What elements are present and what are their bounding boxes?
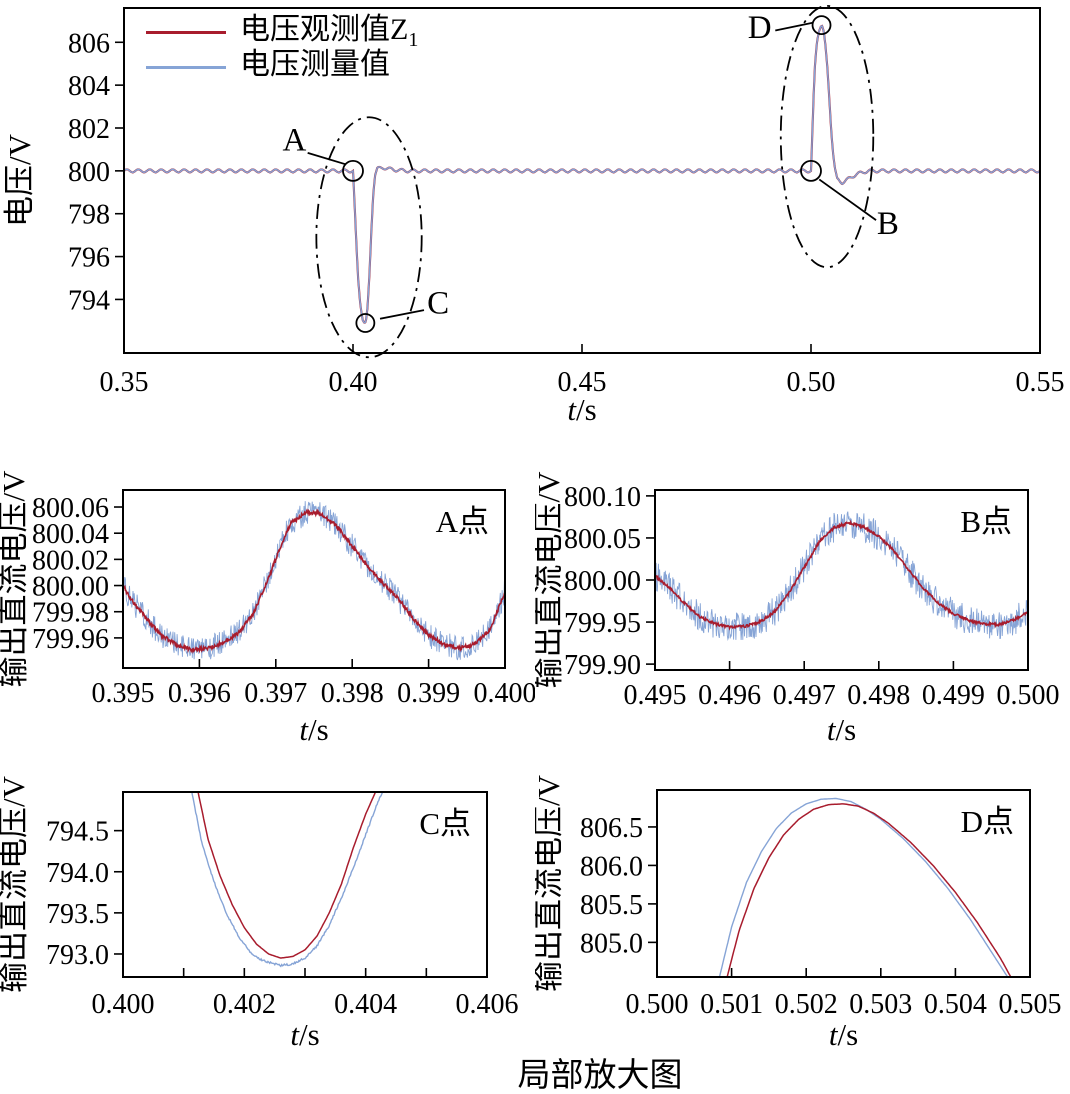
svg-text:0.500: 0.500 <box>626 989 689 1020</box>
svg-text:800.05: 800.05 <box>564 524 641 555</box>
svg-text:0.495: 0.495 <box>624 680 687 711</box>
svg-text:806.5: 806.5 <box>580 813 643 844</box>
svg-text:0.398: 0.398 <box>321 678 384 709</box>
svg-text:800: 800 <box>68 157 110 188</box>
svg-text:806.0: 806.0 <box>580 851 643 882</box>
svg-text:t/s: t/s <box>299 712 328 747</box>
svg-text:0.396: 0.396 <box>168 678 231 709</box>
svg-text:0.45: 0.45 <box>558 367 607 398</box>
main-voltage-chart: 0.35 0.40 0.45 0.50 0.55 794 796 798 800 802 804 80… <box>2 4 1065 427</box>
legend-line-measured-swatch <box>146 66 226 69</box>
svg-text:806: 806 <box>68 28 110 59</box>
svg-text:0.55: 0.55 <box>1016 367 1065 398</box>
svg-text:0.504: 0.504 <box>924 989 987 1020</box>
svg-text:0.505: 0.505 <box>999 989 1062 1020</box>
svg-text:输出直流电压/V: 输出直流电压/V <box>535 774 566 992</box>
svg-text:t/s: t/s <box>829 1017 858 1052</box>
svg-text:0.500: 0.500 <box>997 680 1060 711</box>
svg-text:799.95: 799.95 <box>564 608 641 639</box>
svg-text:800.02: 800.02 <box>32 545 109 576</box>
svg-text:805.5: 805.5 <box>580 890 643 921</box>
svg-text:0.503: 0.503 <box>849 989 912 1020</box>
svg-text:798: 798 <box>68 200 110 231</box>
svg-text:0.501: 0.501 <box>700 989 763 1020</box>
svg-text:0.402: 0.402 <box>213 989 276 1020</box>
svg-text:800.06: 800.06 <box>32 493 109 524</box>
svg-text:805.0: 805.0 <box>580 928 643 959</box>
svg-text:804: 804 <box>68 71 110 102</box>
svg-text:0.498: 0.498 <box>847 680 910 711</box>
svg-text:D: D <box>748 10 772 46</box>
svg-text:t/s: t/s <box>290 1017 319 1052</box>
zoom-chart-point-d: 0.500 0.501 0.502 0.503 0.504 0.505 805.0 805.5… <box>535 774 1062 1052</box>
svg-text:电压/V: 电压/V <box>2 133 37 227</box>
svg-text:799.90: 799.90 <box>564 650 641 681</box>
svg-text:C点: C点 <box>419 806 471 841</box>
svg-text:0.404: 0.404 <box>334 989 397 1020</box>
svg-text:0.35: 0.35 <box>100 367 149 398</box>
svg-text:793.0: 793.0 <box>46 940 109 971</box>
svg-text:C: C <box>427 285 449 321</box>
svg-text:t/s: t/s <box>827 712 856 747</box>
svg-text:B点: B点 <box>960 504 1012 539</box>
svg-text:799.98: 799.98 <box>32 598 109 629</box>
svg-text:794.5: 794.5 <box>46 817 109 848</box>
svg-text:B: B <box>877 206 899 242</box>
svg-text:输出直流电压/V: 输出直流电压/V <box>535 471 566 689</box>
legend-item-observed: 电压观测值Z1 <box>146 13 419 51</box>
svg-text:0.497: 0.497 <box>773 680 836 711</box>
svg-text:800.04: 800.04 <box>32 519 109 550</box>
svg-text:796: 796 <box>68 243 110 274</box>
svg-text:输出直流电压/V: 输出直流电压/V <box>0 775 31 993</box>
svg-text:0.395: 0.395 <box>92 678 155 709</box>
legend-label-observed: 电压观测值Z1 <box>240 13 419 51</box>
zoom-chart-point-a: 0.395 0.396 0.397 0.398 0.399 0.400 799.96799.… <box>0 470 536 747</box>
svg-text:0.502: 0.502 <box>775 989 838 1020</box>
svg-text:793.5: 793.5 <box>46 899 109 930</box>
zoom-chart-point-b: 0.495 0.496 0.497 0.498 0.499 0.500 799.90 799.… <box>535 471 1060 747</box>
svg-text:0.50: 0.50 <box>787 367 836 398</box>
svg-text:0.40: 0.40 <box>329 367 378 398</box>
svg-text:0.400: 0.400 <box>92 989 155 1020</box>
svg-text:794.0: 794.0 <box>46 858 109 889</box>
zoom-chart-point-c: 0.400 0.402 0.404 0.406 793.0 793.5 794.0 794.5… <box>0 775 519 1052</box>
legend: 电压观测值Z1 电压测量值 <box>146 13 419 84</box>
svg-text:0.406: 0.406 <box>456 989 519 1020</box>
svg-text:800.10: 800.10 <box>564 482 641 513</box>
svg-text:799.96: 799.96 <box>32 624 109 655</box>
svg-text:A: A <box>282 123 306 159</box>
svg-text:0.496: 0.496 <box>698 680 761 711</box>
svg-text:794: 794 <box>68 285 110 316</box>
legend-item-measured: 电压测量值 <box>146 48 418 84</box>
svg-text:0.397: 0.397 <box>244 678 307 709</box>
svg-text:800.00: 800.00 <box>564 566 641 597</box>
svg-text:输出直流电压/V: 输出直流电压/V <box>0 470 31 688</box>
svg-text:800.00: 800.00 <box>32 572 109 603</box>
legend-line-observed-swatch <box>146 31 226 34</box>
svg-text:802: 802 <box>68 114 110 145</box>
legend-label-measured: 电压测量值 <box>240 48 390 81</box>
svg-text:0.400: 0.400 <box>474 678 536 709</box>
svg-text:0.399: 0.399 <box>397 678 460 709</box>
figure-caption: 局部放大图 <box>517 1058 683 1094</box>
svg-text:t/s: t/s <box>567 392 596 427</box>
svg-text:0.499: 0.499 <box>922 680 985 711</box>
svg-text:A点: A点 <box>436 504 489 539</box>
svg-text:D点: D点 <box>961 804 1014 839</box>
